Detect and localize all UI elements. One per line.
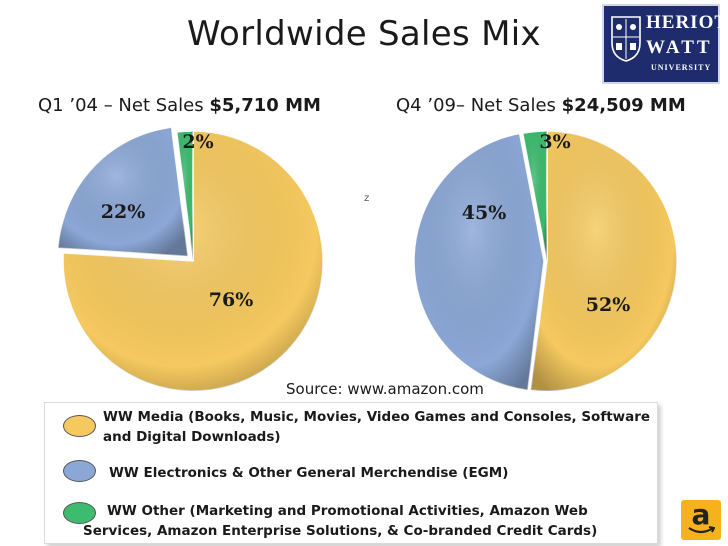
pie-label-other: 3% <box>539 131 570 153</box>
pie-slice-shading <box>414 133 545 391</box>
left-chart-title-prefix: Q1 ’04 – Net Sales <box>38 95 204 116</box>
legend-swatch-electronics <box>63 460 96 482</box>
left-chart-title: Q1 ’04 – Net Sales $5,710 MM <box>38 95 321 116</box>
pie-label-media: 52% <box>586 294 631 316</box>
logo-line2: WATT <box>646 37 713 58</box>
legend-label-other-2: Services, Amazon Enterprise Solutions, &… <box>83 523 598 539</box>
pie-chart-q1-04: 76% 22% 2% <box>57 126 324 392</box>
pie-slice-shading <box>522 131 547 261</box>
stray-mark: z <box>364 193 370 204</box>
crest-icon <box>611 16 641 62</box>
pie-label-media: 76% <box>209 289 254 311</box>
pie-slice-shading <box>58 127 188 257</box>
legend-swatch-media <box>63 415 96 437</box>
right-chart-title-value: $24,509 MM <box>561 95 686 116</box>
legend-box: WW Media (Books, Music, Movies, Video Ga… <box>44 402 658 544</box>
legend-label-media-1: WW Media (Books, Music, Movies, Video Ga… <box>103 409 651 425</box>
pie-label-other: 2% <box>182 131 213 153</box>
pie-slice-shading <box>530 131 677 391</box>
right-chart-title: Q4 ’09– Net Sales $24,509 MM <box>396 95 686 116</box>
legend-label-electronics: WW Electronics & Other General Merchendi… <box>109 465 509 481</box>
pie-label-electronics: 22% <box>101 201 146 223</box>
pie-slice-shading <box>176 131 193 261</box>
left-chart-title-value: $5,710 MM <box>209 95 321 116</box>
university-logo: HERIOT WATT UNIVERSITY <box>602 4 727 84</box>
source-note: Source: www.amazon.com <box>286 380 484 398</box>
pie-chart-q4-09: 52% 45% 3% <box>413 130 678 392</box>
legend-label-other-1: WW Other (Marketing and Promotional Acti… <box>107 503 588 519</box>
logo-line3: UNIVERSITY <box>651 63 712 72</box>
amazon-logo-icon: a <box>681 500 721 540</box>
legend-swatch-other <box>63 502 96 524</box>
logo-line1: HERIOT <box>646 12 728 33</box>
legend-label-media-2: and Digital Downloads) <box>103 429 281 445</box>
page-title: Worldwide Sales Mix <box>187 14 541 54</box>
pie-label-electronics: 45% <box>462 202 507 224</box>
right-chart-title-prefix: Q4 ’09– Net Sales <box>396 95 556 116</box>
